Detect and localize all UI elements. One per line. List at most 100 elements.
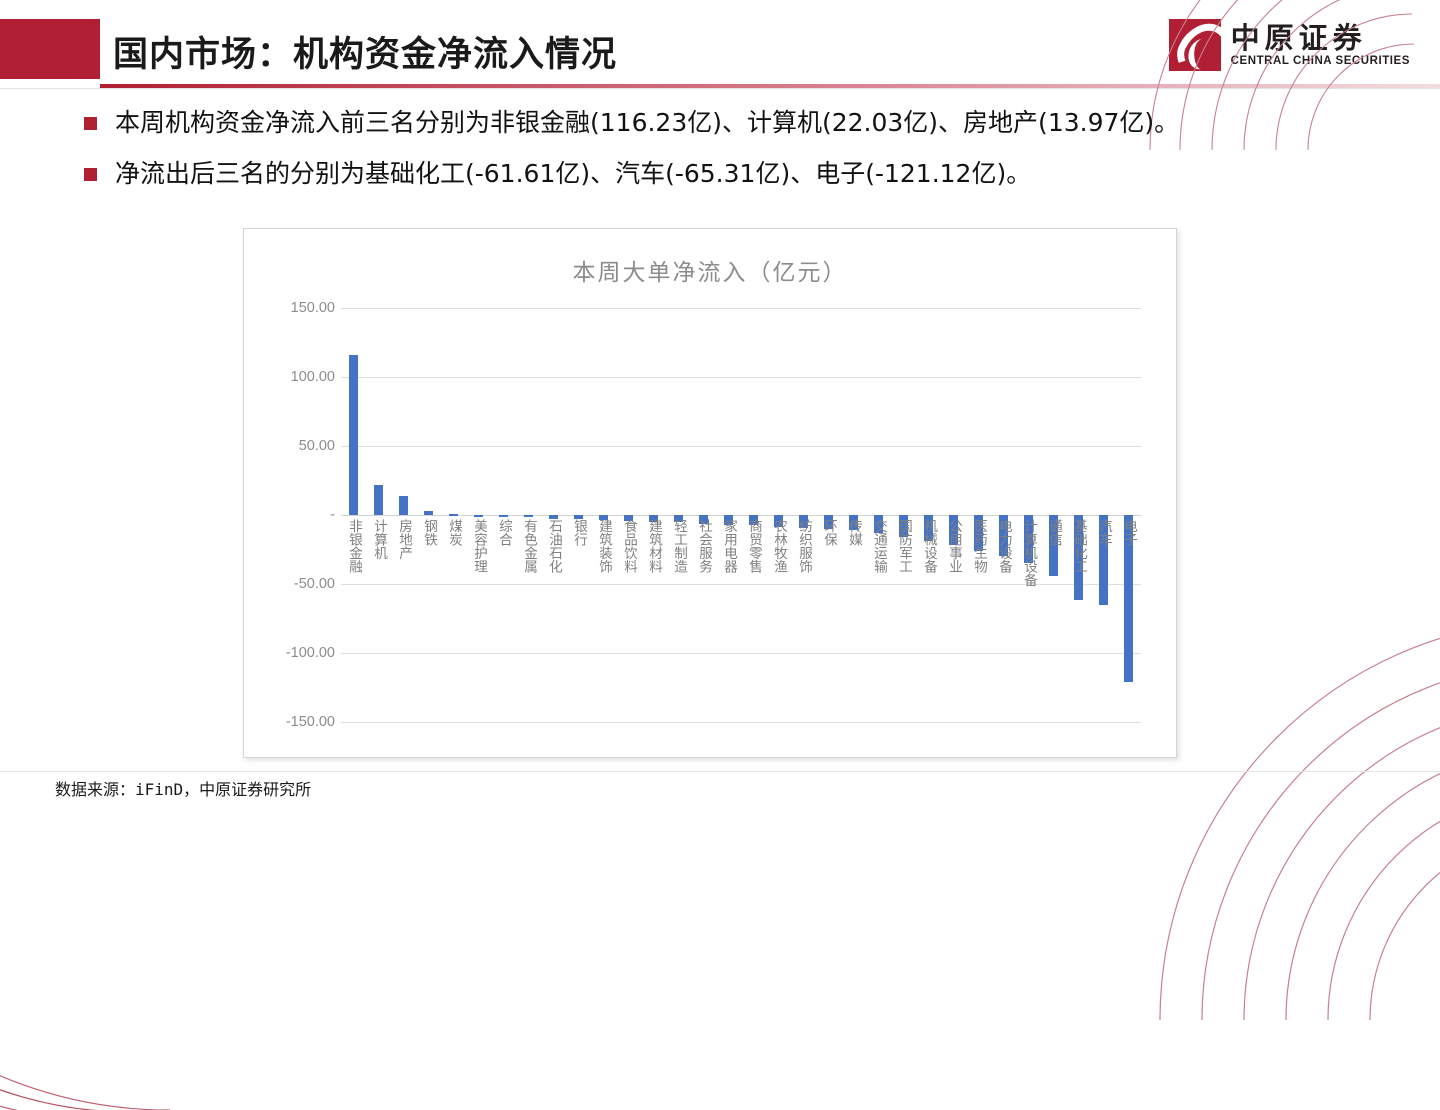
zero-axis-line: [341, 515, 1141, 516]
slide-header: 国内市场：机构资金净流入情况 中原证券 CENTRAL CHINA SECURI…: [0, 0, 1440, 89]
chart-bar[interactable]: [374, 484, 383, 515]
chart-bar[interactable]: [799, 515, 808, 528]
x-axis-category-label: 非银金融: [346, 519, 362, 573]
chart-bar[interactable]: [1124, 515, 1133, 683]
x-axis-category-label: 房地产: [396, 519, 412, 560]
x-axis-category-label: 煤炭: [446, 519, 462, 546]
x-axis-category-label: 纺织服饰: [796, 519, 812, 573]
x-axis-category-label: 传媒: [846, 519, 862, 546]
x-axis-category-label: 钢铁: [421, 519, 437, 546]
chart-title: 本周大单净流入（亿元）: [572, 260, 848, 286]
bullet-item: 本周机构资金净流入前三名分别为非银金融(116.23亿)、计算机(22.03亿)…: [84, 106, 1364, 140]
chart-bar[interactable]: [599, 515, 608, 520]
x-axis-category-label: 美容护理: [471, 519, 487, 573]
chart-bar[interactable]: [474, 515, 483, 517]
company-logo: 中原证券 CENTRAL CHINA SECURITIES: [1168, 18, 1410, 72]
x-axis-category-label: 综合: [496, 519, 512, 546]
chart-bar[interactable]: [549, 515, 558, 519]
chart-container: 本周大单净流入（亿元） 150.00 100.00 50.00 - -50.00 -100…: [243, 228, 1177, 758]
x-axis-category-label: 食品饮料: [621, 519, 637, 573]
x-axis-category-label: 石油石化: [546, 519, 562, 573]
y-axis-tick-label: -50.00: [293, 576, 335, 592]
chart-bar[interactable]: [749, 515, 758, 526]
y-axis-tick-label: 100.00: [290, 369, 335, 385]
chart-bar[interactable]: [774, 515, 783, 527]
bullet-square-icon: [84, 167, 97, 181]
chart-bar[interactable]: [699, 515, 708, 524]
gridline: [341, 584, 1141, 585]
chart-bar[interactable]: [624, 515, 633, 521]
x-axis-category-label: 公用事业: [946, 519, 962, 573]
logo-chinese-name: 中原证券: [1230, 21, 1367, 56]
chart-bar[interactable]: [1049, 515, 1058, 576]
x-axis-category-label: 电子: [1121, 519, 1137, 546]
chart-bar[interactable]: [999, 515, 1008, 557]
chart-bar[interactable]: [399, 495, 408, 515]
x-axis-category-label: 交通运输: [871, 519, 887, 573]
chart-bar[interactable]: [499, 515, 508, 517]
gridline: [341, 653, 1141, 654]
x-axis-category-label: 有色金属: [521, 519, 537, 573]
x-axis-category-label: 社会服务: [696, 519, 712, 573]
chart-bar[interactable]: [449, 514, 458, 517]
x-axis-category-label: 环保: [821, 519, 837, 546]
chart-bar[interactable]: [524, 515, 533, 517]
chart-bar[interactable]: [1099, 515, 1108, 606]
x-axis-category-label: 国防军工: [896, 519, 912, 573]
chart-bar[interactable]: [674, 515, 683, 523]
gridline: [341, 722, 1141, 723]
x-axis-category-label: 医药生物: [971, 519, 987, 573]
chart-bar[interactable]: [1024, 515, 1033, 564]
x-axis-category-label: 计算机: [371, 519, 387, 560]
header-accent-block: [0, 19, 100, 79]
x-axis-category-label: 家用电器: [721, 519, 737, 573]
x-axis-category-label: 汽车: [1096, 519, 1112, 546]
footer-divider: [0, 771, 1440, 772]
chart-bar[interactable]: [424, 510, 433, 515]
x-axis-category-label: 机械设备: [921, 519, 937, 573]
data-source-note: 数据来源：iFinD，中原证券研究所: [55, 780, 312, 799]
chart-bar[interactable]: [874, 515, 883, 533]
chart-bar[interactable]: [949, 515, 958, 546]
chart-bar[interactable]: [1074, 515, 1083, 601]
header-gradient-rule: [100, 84, 1440, 88]
x-axis-category-label: 基础化工: [1071, 519, 1087, 573]
bullet-square-icon: [84, 117, 97, 130]
logo-mark-icon: [1168, 19, 1221, 71]
x-axis-category-label: 计算机设备: [1021, 519, 1037, 587]
chart-bar[interactable]: [349, 354, 358, 515]
x-axis-category-label: 通信: [1046, 519, 1062, 546]
page-title: 国内市场：机构资金净流入情况: [113, 35, 618, 75]
bullet-text: 本周机构资金净流入前三名分别为非银金融(116.23亿)、计算机(22.03亿)…: [115, 108, 1180, 137]
bullet-list: 本周机构资金净流入前三名分别为非银金融(116.23亿)、计算机(22.03亿)…: [84, 106, 1364, 208]
x-axis-category-label: 建筑材料: [646, 519, 662, 573]
x-axis-category-label: 建筑装饰: [596, 519, 612, 573]
x-axis-category-label: 农林牧渔: [771, 519, 787, 573]
bullet-text: 净流出后三名的分别为基础化工(-61.61亿)、汽车(-65.31亿)、电子(-…: [115, 158, 1032, 188]
x-axis-category-label: 银行: [571, 519, 587, 546]
chart-bar[interactable]: [824, 515, 833, 530]
header-divider: [0, 88, 1440, 89]
bullet-item: 净流出后三名的分别为基础化工(-61.61亿)、汽车(-65.31亿)、电子(-…: [84, 157, 1364, 191]
chart-bar[interactable]: [924, 515, 933, 542]
logo-english-name: CENTRAL CHINA SECURITIES: [1230, 54, 1410, 67]
y-axis-tick-label: -100.00: [285, 645, 335, 661]
chart-bar[interactable]: [899, 515, 908, 538]
x-axis-category-label: 轻工制造: [671, 519, 687, 573]
chart-plot-area: 150.00 100.00 50.00 - -50.00 -100.00 -150.00 非银…: [286, 300, 1141, 730]
chart-bar[interactable]: [974, 515, 983, 551]
y-axis-tick-label: -150.00: [285, 714, 335, 730]
x-axis-category-label: 电力设备: [996, 519, 1012, 573]
chart-bar[interactable]: [849, 515, 858, 531]
chart-bar[interactable]: [649, 515, 658, 522]
logo-text: 中原证券 CENTRAL CHINA SECURITIES: [1230, 21, 1410, 67]
gridline: [341, 308, 1141, 309]
chart-bar[interactable]: [574, 515, 583, 520]
chart-bar[interactable]: [724, 515, 733, 525]
y-axis-tick-label: 50.00: [298, 438, 335, 454]
gridline: [341, 377, 1141, 378]
x-axis-category-label: 商贸零售: [746, 519, 762, 573]
y-axis-tick-label: -: [330, 507, 335, 523]
gridline: [341, 446, 1141, 447]
y-axis-tick-label: 150.00: [290, 300, 335, 316]
